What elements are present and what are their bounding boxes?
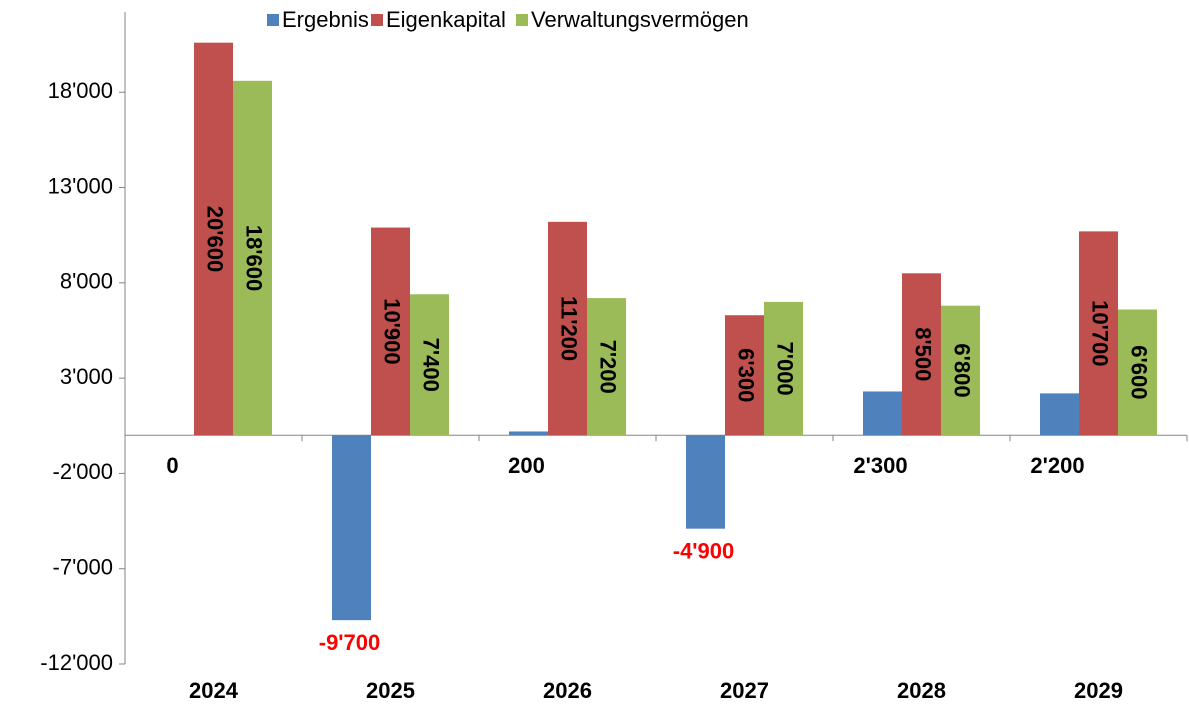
x-tick-label: 2024 — [189, 678, 239, 703]
bar — [941, 305, 980, 436]
x-tick-label: 2026 — [543, 678, 592, 703]
y-tick-label: 8'000 — [60, 269, 113, 294]
bar — [764, 301, 803, 436]
data-label: 6'800 — [950, 343, 975, 397]
data-label: 6'300 — [734, 348, 759, 402]
data-label: 20'600 — [203, 206, 228, 272]
data-label: 7'400 — [419, 338, 444, 392]
legend-swatch — [267, 14, 279, 26]
bar — [1079, 231, 1118, 436]
bar — [686, 435, 725, 529]
bar — [1118, 309, 1157, 436]
data-label: 10'700 — [1088, 300, 1113, 366]
data-label: 200 — [508, 453, 545, 478]
data-label: 2'300 — [853, 453, 907, 478]
data-label: 18'600 — [242, 225, 267, 291]
data-label: 0 — [166, 453, 178, 478]
bar — [1040, 393, 1079, 436]
legend-label: Eigenkapital — [386, 7, 506, 32]
bar — [410, 294, 449, 436]
data-label: 2'200 — [1030, 453, 1084, 478]
bar — [548, 221, 587, 436]
legend-swatch — [516, 14, 528, 26]
x-tick-label: 2027 — [720, 678, 769, 703]
bar — [194, 42, 233, 436]
bar — [509, 431, 548, 436]
data-label: -9'700 — [319, 630, 381, 655]
bar — [233, 80, 272, 436]
y-tick-label: -7'000 — [53, 555, 113, 580]
bar — [863, 391, 902, 436]
y-tick-label: -12'000 — [40, 650, 113, 675]
y-tick-label: 18'000 — [48, 78, 113, 103]
legend-swatch — [371, 14, 383, 26]
y-tick-label: 13'000 — [48, 173, 113, 198]
data-label: 10'900 — [380, 298, 405, 364]
data-label: 8'500 — [911, 327, 936, 381]
bar — [587, 298, 626, 436]
data-label: -4'900 — [673, 538, 735, 563]
legend-label: Ergebnis — [282, 7, 369, 32]
x-tick-label: 2029 — [1074, 678, 1123, 703]
data-label: 7'200 — [596, 340, 621, 394]
x-tick-label: 2028 — [897, 678, 946, 703]
bar — [902, 273, 941, 436]
bar — [725, 315, 764, 436]
x-tick-label: 2025 — [366, 678, 415, 703]
legend-label: Verwaltungsvermögen — [531, 7, 749, 32]
bar — [332, 435, 371, 621]
bar — [371, 227, 410, 436]
data-label: 6'600 — [1127, 345, 1152, 399]
y-tick-label: 3'000 — [60, 364, 113, 389]
y-tick-label: -2'000 — [53, 459, 113, 484]
data-label: 11'200 — [557, 296, 582, 361]
data-label: 7'000 — [773, 341, 798, 395]
